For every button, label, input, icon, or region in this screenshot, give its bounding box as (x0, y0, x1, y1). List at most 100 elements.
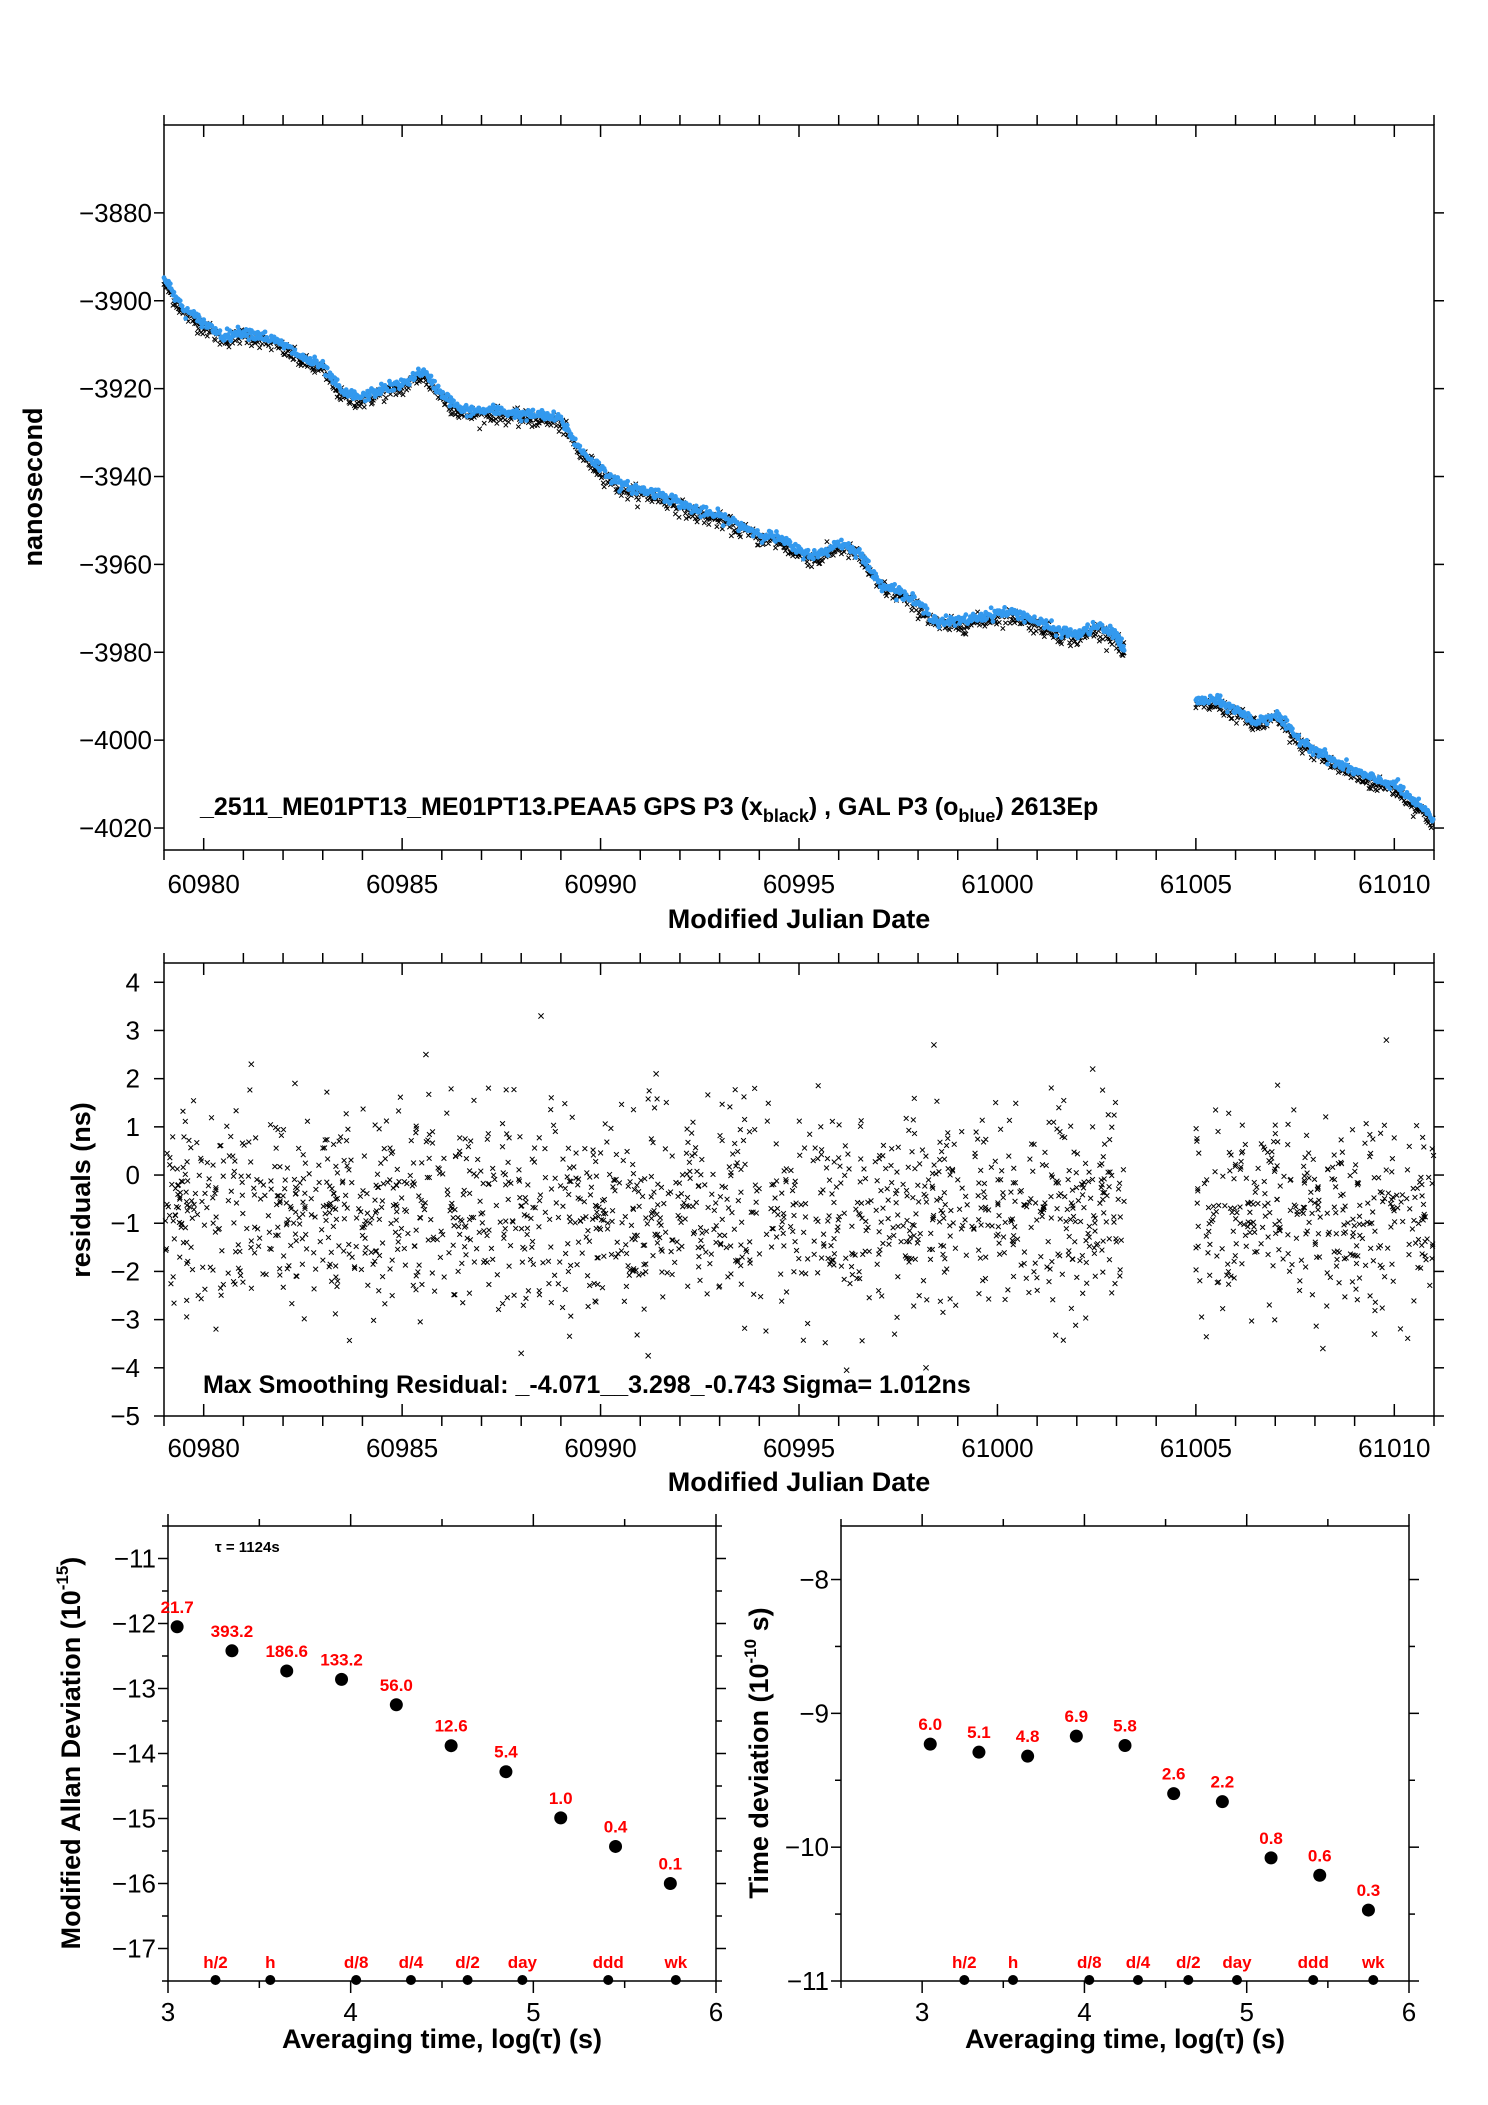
residual-point (846, 1166, 852, 1172)
residual-point (791, 1269, 797, 1275)
residual-point (828, 1242, 834, 1249)
residual-point (894, 1212, 901, 1218)
residual-point (191, 1206, 197, 1213)
residual-point (310, 1250, 317, 1256)
time-marker-label: h/2 (203, 1953, 228, 1972)
gal-p3-point (924, 606, 930, 612)
residual-point (831, 1251, 838, 1257)
residual-point (323, 1217, 329, 1224)
residual-point (812, 1145, 818, 1151)
residual-point (1239, 1122, 1246, 1128)
gps-p3-point (361, 404, 367, 410)
residual-point (575, 1239, 582, 1245)
residual-point (445, 1191, 451, 1198)
residual-point (654, 1240, 661, 1246)
residual-point (451, 1222, 457, 1229)
residual-point (716, 1232, 723, 1238)
residual-point (485, 1085, 492, 1091)
residual-point (1225, 1110, 1232, 1117)
gal-p3-point (589, 456, 594, 462)
residual-point (1032, 1260, 1039, 1266)
residual-point (586, 1282, 593, 1289)
residual-point (505, 1159, 511, 1166)
residual-point (1379, 1305, 1385, 1311)
residual-point (746, 1128, 753, 1135)
residual-point (201, 1222, 208, 1228)
residual-point (225, 1197, 232, 1204)
residual-point (1412, 1194, 1418, 1201)
residual-point (751, 1085, 758, 1092)
gps-p3-point (676, 514, 682, 520)
residual-point (1064, 1206, 1071, 1213)
residual-point (466, 1190, 473, 1197)
residual-point (562, 1250, 569, 1257)
residual-point (455, 1268, 461, 1275)
run-annotation: _2511_ME01PT13_ME01PT13.PEAA5 GPS P3 (xb… (199, 793, 1098, 826)
residual-point (1404, 1335, 1411, 1342)
residual-point (820, 1231, 827, 1237)
residual-point (948, 1207, 954, 1214)
deviation-point (663, 1877, 677, 1890)
residual-point (982, 1204, 989, 1210)
residual-point (183, 1189, 189, 1195)
residual-point (877, 1247, 883, 1253)
residual-point (1038, 1253, 1044, 1260)
residual-point (170, 1274, 176, 1280)
residual-point (466, 1168, 473, 1174)
residual-point (1121, 1198, 1127, 1205)
gps-p3-point (1233, 720, 1240, 726)
residual-point (560, 1156, 566, 1162)
residual-point (874, 1261, 880, 1267)
time-marker-label: d/4 (399, 1953, 424, 1972)
gal-p3-point (936, 624, 942, 630)
y-axis-label-main: Time deviation (10 (744, 1664, 774, 1899)
x-tick-label: 60995 (763, 1433, 835, 1463)
residual-point (1045, 1238, 1051, 1245)
gal-p3-point (1099, 622, 1105, 628)
y-tick-label: −4000 (79, 725, 152, 755)
residual-point (1215, 1202, 1222, 1209)
residual-point (676, 1180, 683, 1186)
residual-point (520, 1244, 526, 1251)
y-tick-label: −5 (110, 1401, 140, 1431)
residual-point (739, 1254, 745, 1260)
gps-p3-point (706, 521, 712, 527)
gal-p3-point (1284, 718, 1290, 723)
residual-annotation: Max Smoothing Residual: _-4.071__3.298_-… (203, 1371, 971, 1399)
gps-p3-point (883, 593, 890, 599)
residual-point (1117, 1267, 1123, 1273)
residual-point (455, 1223, 462, 1230)
residual-point (815, 1155, 821, 1162)
gal-p3-point (262, 329, 268, 335)
residual-point (651, 1105, 658, 1111)
y-tick-label: −9 (799, 1698, 829, 1728)
residual-point (1266, 1209, 1273, 1216)
residual-point (1111, 1214, 1117, 1220)
residual-outlier (1371, 1331, 1378, 1338)
residual-point (565, 1268, 572, 1275)
residual-point (1193, 1245, 1199, 1251)
residual-point (1353, 1243, 1360, 1249)
residual-point (702, 1182, 708, 1188)
residual-point (1056, 1252, 1063, 1259)
residual-point (973, 1129, 979, 1135)
residual-point (248, 1285, 255, 1292)
residual-point (900, 1223, 907, 1229)
residual-point (1342, 1294, 1348, 1300)
residual-point (1415, 1236, 1422, 1243)
x-tick-label: 60985 (366, 869, 438, 899)
residual-point (913, 1211, 919, 1217)
point-count-label: 12.6 (435, 1717, 468, 1736)
residual-point (280, 1126, 287, 1133)
residual-point (1057, 1216, 1064, 1222)
residual-point (955, 1177, 961, 1183)
y-tick-label: −3880 (79, 198, 152, 228)
residual-point (202, 1286, 208, 1293)
residual-point (465, 1143, 472, 1150)
residual-point (624, 1148, 630, 1155)
residual-point (1333, 1209, 1339, 1216)
residual-point (1269, 1148, 1275, 1155)
residual-point (1066, 1248, 1072, 1254)
residual-point (341, 1157, 347, 1164)
gps-p3-point (683, 515, 689, 521)
